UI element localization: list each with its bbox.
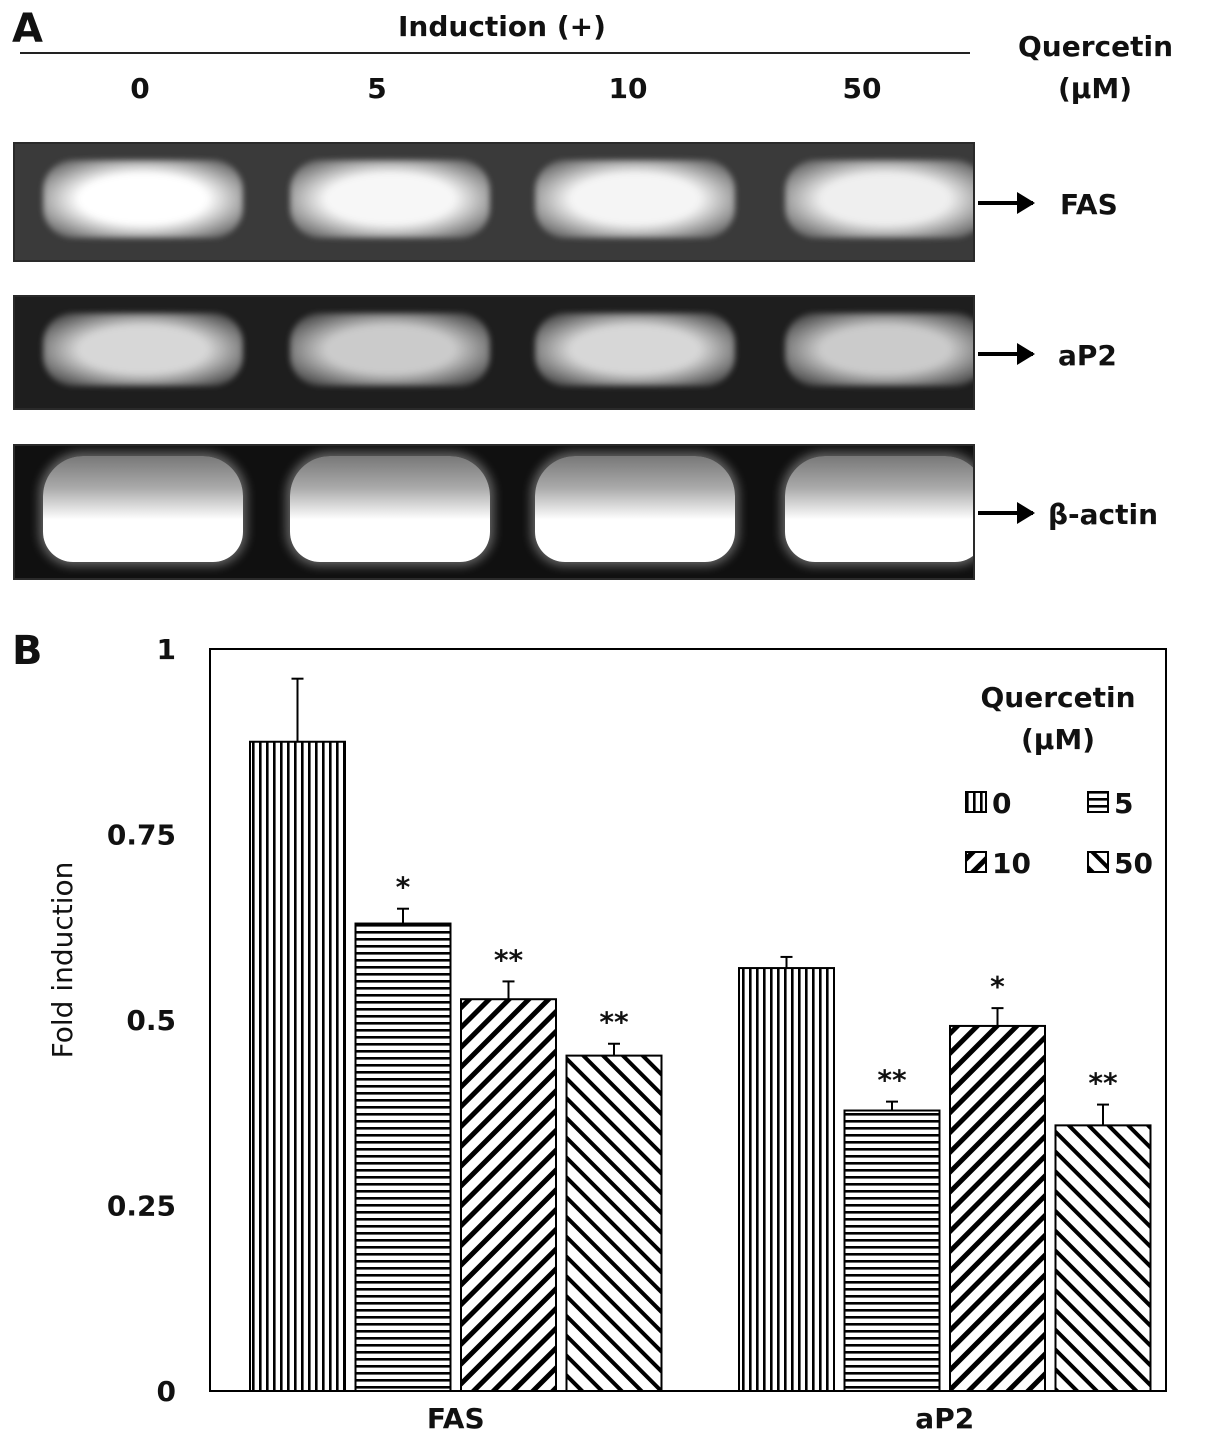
significance-marker: ** bbox=[877, 1064, 907, 1097]
y-tick-label: 0.25 bbox=[107, 1190, 176, 1223]
bar bbox=[1054, 1124, 1152, 1392]
conc-label-50: 50 bbox=[842, 72, 882, 105]
x-tick-label: FAS bbox=[427, 1402, 485, 1435]
gel-label-beta-actin: β-actin bbox=[1048, 498, 1159, 531]
legend-unit: (μM) bbox=[1021, 723, 1095, 756]
legend-swatch bbox=[1087, 791, 1109, 813]
gel-band bbox=[535, 313, 735, 386]
gel-label-fas: FAS bbox=[1060, 188, 1118, 221]
significance-marker: ** bbox=[599, 1006, 629, 1039]
gel-label-ap2: aP2 bbox=[1058, 339, 1117, 372]
bar bbox=[738, 967, 835, 1392]
quercetin-label-a: Quercetin bbox=[1018, 30, 1174, 63]
legend-title: Quercetin bbox=[980, 681, 1135, 714]
bar bbox=[565, 1054, 663, 1392]
gel-band bbox=[535, 160, 735, 238]
gel-band bbox=[290, 456, 490, 562]
bar bbox=[460, 998, 557, 1392]
legend-label: 5 bbox=[1114, 787, 1133, 820]
conc-label-10: 10 bbox=[608, 72, 648, 105]
significance-marker: * bbox=[396, 871, 411, 904]
gel-band bbox=[785, 456, 973, 562]
induction-label: Induction (+) bbox=[398, 10, 606, 43]
plot-frame bbox=[209, 648, 1167, 1392]
gel-band bbox=[43, 160, 243, 238]
y-axis-label: Fold induction bbox=[46, 862, 79, 1059]
gel-band bbox=[290, 313, 490, 386]
conc-label-0: 0 bbox=[130, 72, 150, 105]
gel-band bbox=[785, 160, 973, 238]
induction-line bbox=[20, 52, 970, 54]
legend-label: 10 bbox=[992, 847, 1031, 880]
gel-band bbox=[43, 456, 243, 562]
bar bbox=[843, 1109, 941, 1393]
y-tick-labels: 0 0.25 0.5 0.75 1 bbox=[107, 633, 176, 1408]
y-tick-label: 0.5 bbox=[126, 1004, 176, 1037]
fold-induction-chart: Fold induction 00.250.50.751 ********** … bbox=[46, 633, 1167, 1435]
gel-band bbox=[290, 160, 490, 238]
bar bbox=[949, 1024, 1046, 1393]
bars-layer: ********** bbox=[249, 677, 1152, 1393]
gel-beta-actin bbox=[13, 444, 975, 580]
unit-label-a: (μM) bbox=[1058, 72, 1133, 105]
significance-marker: * bbox=[990, 970, 1005, 1003]
legend: Quercetin (μM) 0 5 10 50 bbox=[965, 681, 1153, 880]
panel-b-letter: B bbox=[12, 628, 43, 674]
y-tick-label: 0.75 bbox=[107, 819, 176, 852]
gel-band bbox=[43, 313, 243, 386]
legend-label: 50 bbox=[1114, 847, 1153, 880]
panel-a-letter: A bbox=[12, 6, 43, 52]
conc-label-5: 5 bbox=[367, 72, 387, 105]
gel-fas bbox=[13, 142, 975, 262]
y-tick-label: 1 bbox=[157, 633, 176, 666]
significance-marker: ** bbox=[1088, 1067, 1118, 1100]
bar bbox=[249, 740, 346, 1392]
x-tick-label: aP2 bbox=[915, 1402, 974, 1435]
x-tick-labels: FAS aP2 bbox=[427, 1402, 974, 1435]
arrow-beta-actin bbox=[978, 502, 1035, 524]
legend-swatch bbox=[1087, 851, 1109, 873]
legend-label: 0 bbox=[992, 787, 1011, 820]
arrow-fas bbox=[978, 192, 1035, 214]
gel-band bbox=[785, 313, 973, 386]
y-tick-label: 0 bbox=[157, 1375, 176, 1408]
legend-swatch bbox=[965, 851, 987, 873]
significance-marker: ** bbox=[494, 943, 524, 976]
arrow-ap2 bbox=[978, 343, 1035, 365]
gel-ap2 bbox=[13, 295, 975, 410]
bar bbox=[354, 922, 452, 1392]
legend-swatch bbox=[965, 791, 987, 813]
gel-band bbox=[535, 456, 735, 562]
